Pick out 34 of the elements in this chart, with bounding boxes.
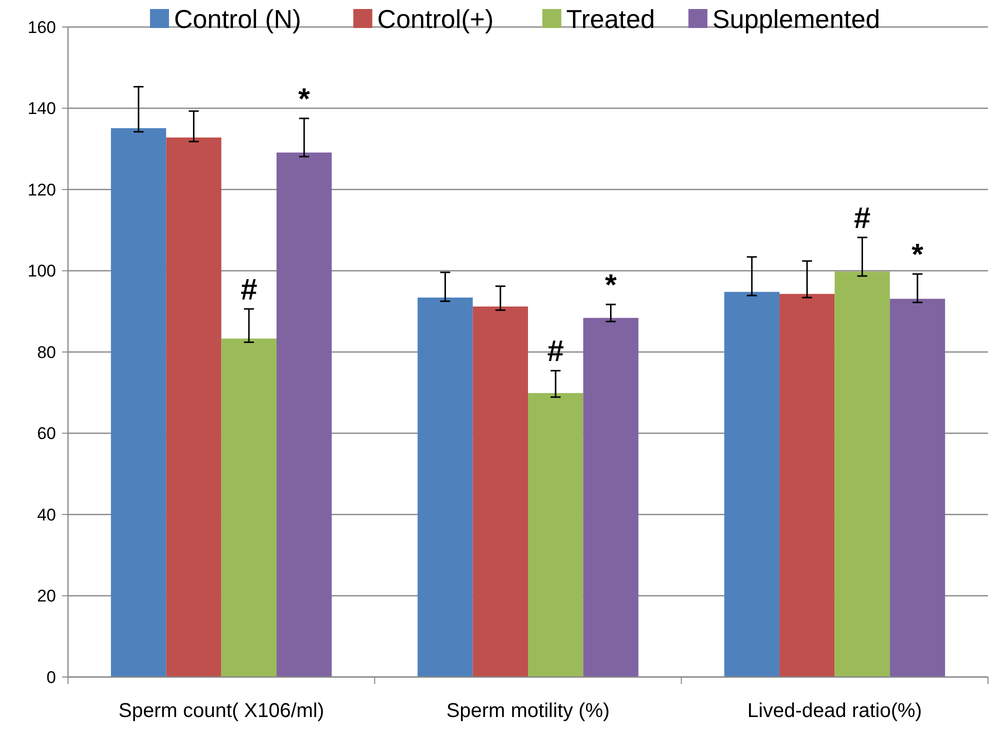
annotation: * <box>604 268 617 302</box>
bar <box>779 294 835 677</box>
bar <box>166 138 222 677</box>
y-tick-label: 120 <box>28 180 56 200</box>
annotation: * <box>912 238 924 272</box>
y-tick-label: 80 <box>37 342 56 362</box>
y-tick-label: 20 <box>37 586 56 606</box>
bar <box>724 292 780 677</box>
bar <box>583 318 638 677</box>
legend-label: Control (N) <box>174 4 302 34</box>
x-tick-label: Sperm motility (%) <box>446 700 610 722</box>
y-tick-label: 140 <box>28 99 56 118</box>
annotation: # <box>547 335 564 368</box>
y-tick-label: 160 <box>28 18 56 37</box>
bar <box>890 298 946 677</box>
y-tick-label: 60 <box>37 424 56 444</box>
bar <box>276 152 332 677</box>
bar <box>834 272 890 677</box>
bar <box>418 298 473 677</box>
legend-label: Control(+) <box>377 4 494 34</box>
y-tick-label: 0 <box>46 668 56 687</box>
bar <box>472 306 528 677</box>
y-tick-label: 100 <box>28 262 56 281</box>
bar <box>528 393 584 677</box>
x-tick-label: Lived-dead ratio(%) <box>747 700 922 722</box>
legend-label: Supplemented <box>712 4 880 34</box>
annotation: * <box>298 82 310 116</box>
bar <box>221 338 277 677</box>
annotation: # <box>240 273 258 306</box>
y-tick-label: 40 <box>37 505 56 524</box>
x-tick-label: Sperm count( X106/ml) <box>118 700 324 722</box>
legend-label: Treated <box>566 4 655 34</box>
bar <box>110 128 166 677</box>
annotation: # <box>854 202 871 235</box>
